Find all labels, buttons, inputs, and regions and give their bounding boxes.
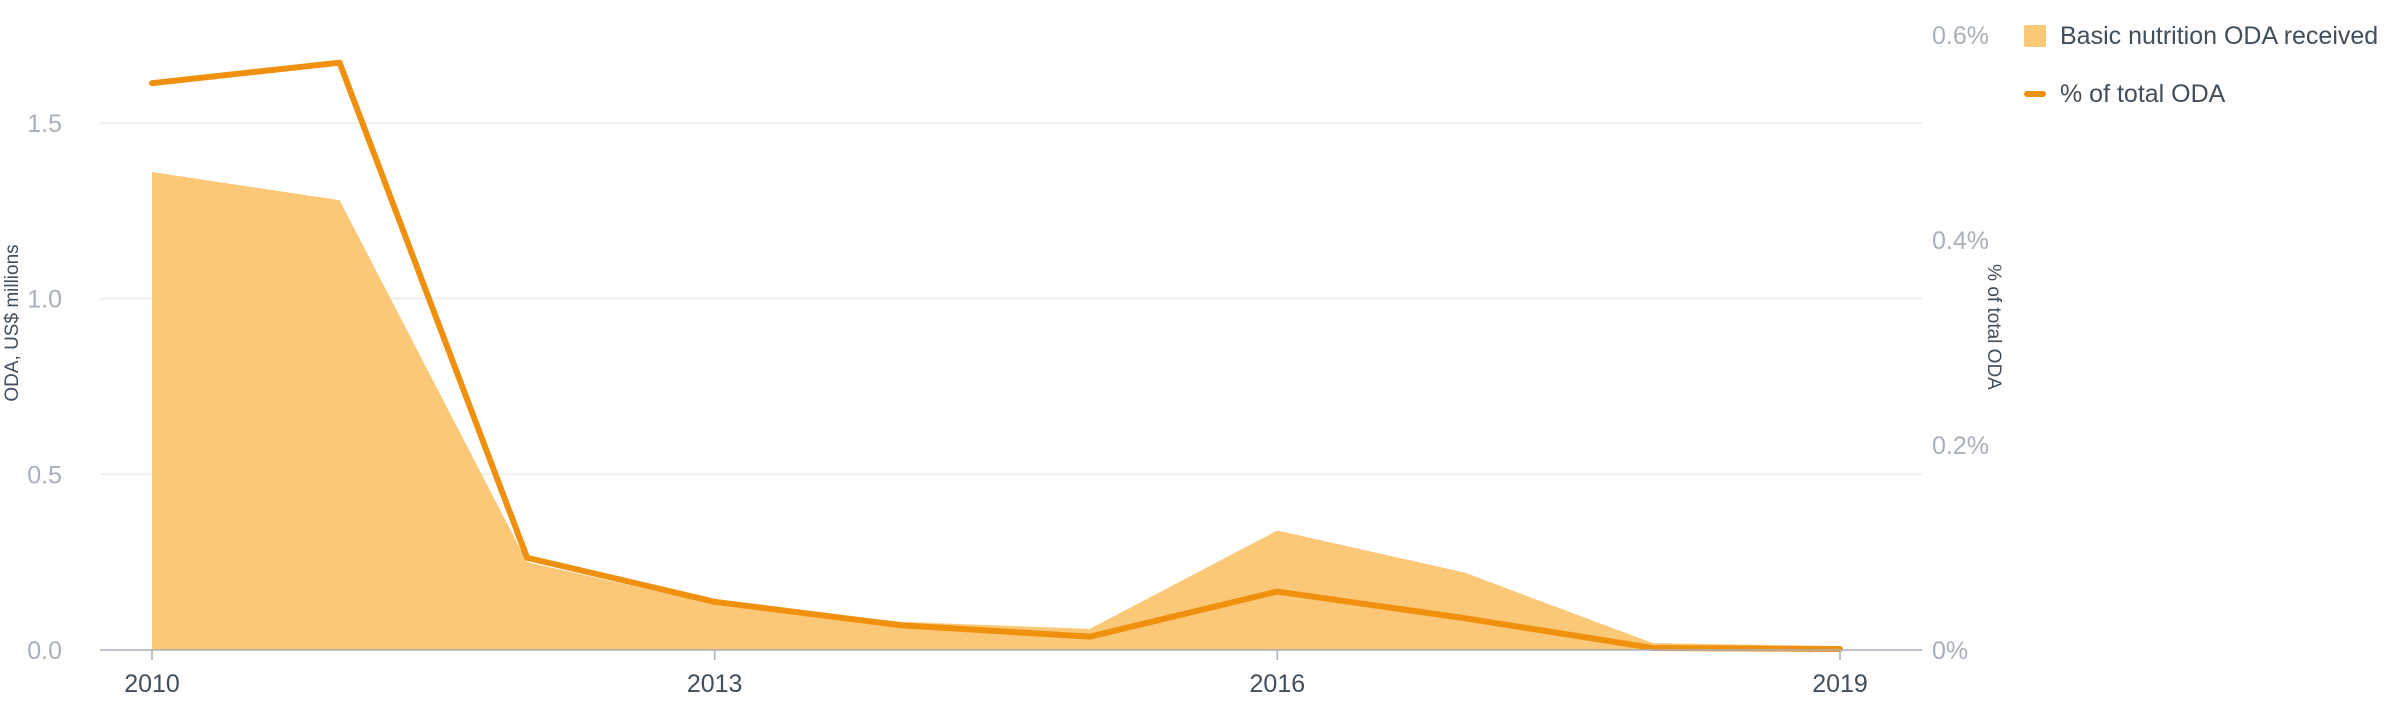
legend-label: Basic nutrition ODA received bbox=[2060, 21, 2379, 50]
y-left-tick-label: 0.0 bbox=[27, 637, 62, 665]
y-axis-left-label: ODA, US$ millions bbox=[2, 244, 23, 401]
legend-label: % of total ODA bbox=[2060, 79, 2226, 108]
line-layer bbox=[149, 59, 1843, 652]
y-left-tick-label: 1.5 bbox=[27, 110, 62, 138]
x-tick-label: 2010 bbox=[124, 670, 180, 698]
area-layer bbox=[152, 172, 1840, 651]
y-right-tick-label: 0% bbox=[1932, 637, 1968, 665]
y-right-tick-label: 0.4% bbox=[1932, 227, 1989, 255]
series-area-basic-nutrition bbox=[152, 172, 1840, 651]
axis-layer: 0.0 0.5 1.0 1.5 0% 0.2% 0.4% 0.6% 2010 2013 2016 20… bbox=[27, 22, 1989, 698]
y-right-tick-label: 0.2% bbox=[1932, 432, 1989, 460]
y-left-tick-label: 1.0 bbox=[27, 286, 62, 314]
y-axis-right-label: % of total ODA bbox=[1983, 264, 2004, 390]
legend: Basic nutrition ODA received % of total … bbox=[2024, 18, 2378, 134]
y-right-tick-label: 0.6% bbox=[1932, 22, 1989, 50]
legend-swatch-line bbox=[2024, 91, 2046, 97]
legend-item-pct-total-oda[interactable]: % of total ODA bbox=[2024, 76, 2378, 112]
legend-item-basic-nutrition[interactable]: Basic nutrition ODA received bbox=[2024, 18, 2378, 54]
y-left-tick-label: 0.5 bbox=[27, 461, 62, 489]
series-line-pct-total-oda bbox=[149, 59, 1843, 652]
x-tick-label: 2019 bbox=[1812, 670, 1868, 698]
x-tick-label: 2013 bbox=[687, 670, 743, 698]
x-tick-label: 2016 bbox=[1250, 670, 1306, 698]
legend-swatch-area bbox=[2024, 25, 2046, 47]
